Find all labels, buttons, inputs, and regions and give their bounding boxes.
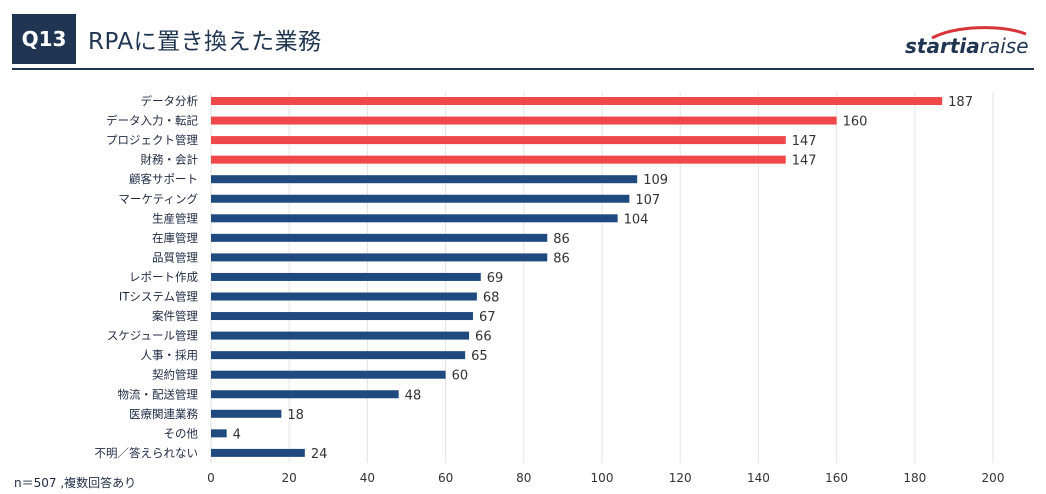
data-label: 4 bbox=[233, 427, 241, 442]
bar bbox=[211, 214, 618, 223]
x-tick-label: 20 bbox=[282, 471, 297, 485]
category-label: マーケティング bbox=[118, 192, 198, 206]
data-label: 24 bbox=[311, 447, 328, 462]
bar bbox=[211, 292, 477, 301]
data-label: 48 bbox=[405, 388, 422, 403]
category-label: ITシステム管理 bbox=[119, 290, 199, 304]
data-label: 107 bbox=[635, 193, 660, 208]
data-label: 147 bbox=[792, 154, 817, 169]
bar bbox=[211, 409, 282, 418]
header-divider bbox=[12, 68, 1034, 70]
bar bbox=[211, 97, 943, 105]
category-label: プロジェクト管理 bbox=[106, 133, 198, 147]
x-tick-label: 180 bbox=[903, 471, 926, 485]
category-label: 財務・会計 bbox=[141, 153, 199, 167]
x-tick-label: 0 bbox=[207, 471, 215, 485]
data-label: 147 bbox=[792, 134, 817, 149]
bar bbox=[211, 331, 470, 340]
data-label: 69 bbox=[487, 271, 504, 286]
brand-logo: startiaraise bbox=[905, 34, 1029, 58]
bar bbox=[211, 448, 305, 457]
x-tick-label: 200 bbox=[982, 471, 1005, 485]
data-label: 86 bbox=[553, 251, 570, 266]
x-tick-label: 80 bbox=[516, 471, 531, 485]
bar bbox=[211, 429, 227, 438]
bar bbox=[211, 233, 548, 242]
category-label: 物流・配送管理 bbox=[118, 387, 199, 401]
category-label: データ入力・転記 bbox=[106, 114, 198, 128]
category-label: データ分析 bbox=[141, 94, 199, 108]
category-label: 案件管理 bbox=[152, 309, 198, 323]
bar bbox=[211, 116, 837, 125]
bar bbox=[211, 194, 630, 203]
data-label: 109 bbox=[643, 173, 668, 188]
data-label: 66 bbox=[475, 330, 492, 345]
category-label: 医療関連業務 bbox=[129, 407, 198, 421]
x-tick-label: 40 bbox=[360, 471, 375, 485]
category-label: その他 bbox=[164, 426, 199, 440]
category-label: 契約管理 bbox=[152, 368, 198, 382]
data-label: 86 bbox=[553, 232, 570, 247]
x-tick-label: 100 bbox=[591, 471, 614, 485]
category-label: スケジュール管理 bbox=[107, 329, 199, 343]
page-title: RPAに置き換えた業務 bbox=[88, 29, 322, 55]
bar bbox=[211, 175, 638, 184]
bar bbox=[211, 370, 446, 379]
footnote: n＝507 ,複数回答あり bbox=[14, 476, 137, 490]
data-label: 60 bbox=[452, 369, 469, 384]
category-label: レポート作成 bbox=[129, 270, 198, 284]
logo-swoosh-icon bbox=[931, 26, 1027, 40]
logo-text-secondary: raise bbox=[979, 34, 1029, 58]
data-label: 187 bbox=[948, 95, 973, 110]
data-label: 104 bbox=[624, 212, 649, 227]
bar bbox=[211, 312, 473, 321]
question-number: Q13 bbox=[21, 27, 67, 51]
category-label: 在庫管理 bbox=[152, 231, 198, 245]
question-number-badge: Q13 bbox=[12, 14, 76, 64]
category-label: 不明／答えられない bbox=[95, 446, 199, 460]
bar bbox=[211, 272, 481, 281]
x-tick-label: 160 bbox=[825, 471, 848, 485]
x-tick-label: 120 bbox=[669, 471, 692, 485]
x-tick-label: 140 bbox=[747, 471, 770, 485]
data-label: 68 bbox=[483, 291, 500, 306]
category-label: 顧客サポート bbox=[129, 172, 198, 186]
logo-text-primary: startia bbox=[905, 34, 980, 58]
data-label: 67 bbox=[479, 310, 496, 325]
x-tick-label: 60 bbox=[438, 471, 453, 485]
bar bbox=[211, 390, 399, 399]
category-label: 品質管理 bbox=[152, 250, 198, 264]
data-label: 160 bbox=[843, 115, 868, 130]
bar bbox=[211, 155, 786, 164]
category-label: 人事・採用 bbox=[141, 348, 199, 362]
bar bbox=[211, 253, 548, 262]
bar bbox=[211, 136, 786, 145]
category-label: 生産管理 bbox=[152, 211, 198, 225]
data-label: 18 bbox=[287, 408, 304, 423]
bar bbox=[211, 351, 466, 360]
data-label: 65 bbox=[471, 349, 488, 364]
